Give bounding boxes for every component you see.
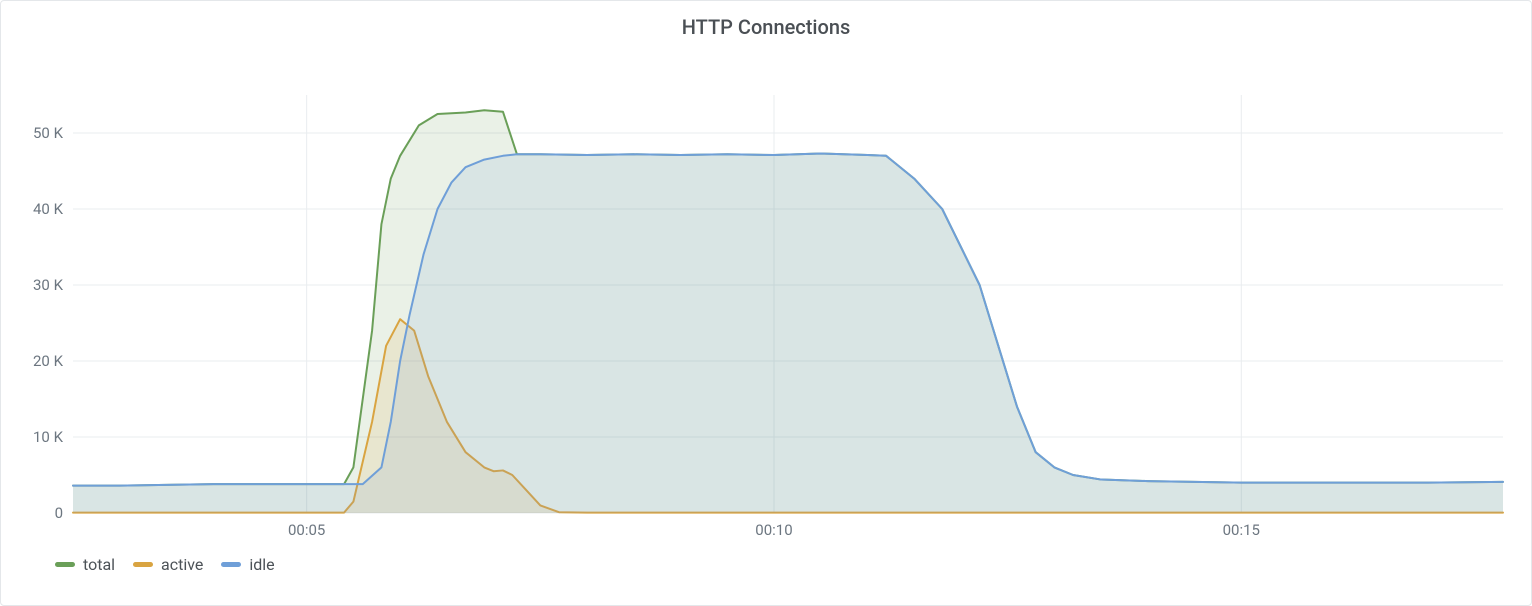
- svg-text:00:15: 00:15: [1223, 521, 1260, 539]
- svg-text:20 K: 20 K: [33, 352, 64, 370]
- svg-text:50 K: 50 K: [33, 124, 64, 142]
- svg-text:00:10: 00:10: [755, 521, 792, 539]
- svg-text:0: 0: [55, 504, 63, 522]
- legend-item-idle[interactable]: idle: [221, 555, 274, 574]
- svg-text:10 K: 10 K: [33, 428, 64, 446]
- legend-item-active[interactable]: active: [133, 555, 203, 574]
- chart-panel: HTTP Connections 0 10 K 20 K 30 K 40 K 50 K 00…: [0, 0, 1532, 606]
- legend-label: idle: [249, 555, 274, 574]
- legend-label: total: [83, 555, 115, 574]
- legend-swatch: [221, 562, 241, 567]
- legend-item-total[interactable]: total: [55, 555, 115, 574]
- chart-plot-area: 0 10 K 20 K 30 K 40 K 50 K 00:05 00:10 00:15: [13, 47, 1519, 547]
- svg-text:00:05: 00:05: [288, 521, 325, 539]
- legend-swatch: [133, 562, 153, 567]
- chart-svg: 0 10 K 20 K 30 K 40 K 50 K 00:05 00:10 00:15: [13, 47, 1513, 547]
- chart-title: HTTP Connections: [13, 15, 1519, 39]
- legend-label: active: [161, 555, 203, 574]
- svg-text:30 K: 30 K: [33, 276, 64, 294]
- legend-swatch: [55, 562, 75, 567]
- svg-text:40 K: 40 K: [33, 200, 64, 218]
- chart-legend: total active idle: [13, 547, 1519, 576]
